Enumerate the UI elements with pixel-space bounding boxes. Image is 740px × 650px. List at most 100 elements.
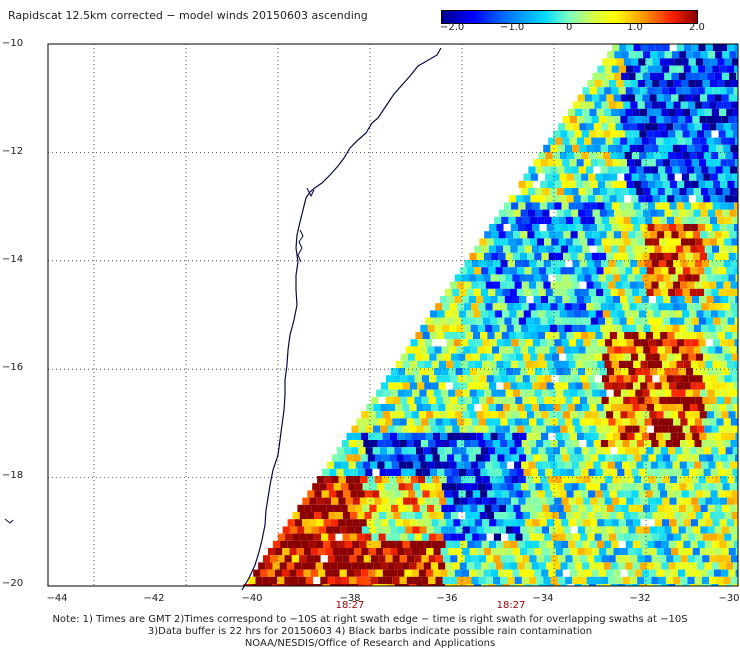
swath-cell <box>517 382 525 390</box>
swath-cell <box>621 526 629 534</box>
swath-cell <box>493 418 501 426</box>
swath-cell <box>482 497 490 505</box>
swath-cell <box>401 584 409 586</box>
swath-cell <box>588 195 596 203</box>
swath-cell <box>627 432 635 440</box>
swath-cell <box>640 224 648 232</box>
swath-cell <box>372 447 380 455</box>
swath-cell <box>581 447 589 455</box>
swath-cell <box>357 512 365 520</box>
swath-cell <box>596 288 604 296</box>
swath-cell <box>463 324 471 332</box>
swath-cell <box>706 159 714 167</box>
swath-cell <box>572 418 580 426</box>
swath-cell <box>716 260 724 268</box>
swath-cell <box>302 519 310 527</box>
swath-cell <box>630 260 638 268</box>
swath-cell <box>512 548 520 556</box>
swath-cell <box>713 137 721 145</box>
swath-cell <box>628 51 636 59</box>
swath-cell <box>722 324 730 332</box>
swath-cell <box>417 360 425 368</box>
swath-cell <box>481 425 489 433</box>
swath-cell <box>712 339 721 347</box>
swath-cell <box>574 562 583 570</box>
swath-cell <box>616 375 624 383</box>
swath-cell <box>611 540 619 548</box>
swath-cell <box>667 353 675 361</box>
swath-cell <box>538 267 546 275</box>
swath-cell <box>476 569 484 577</box>
swath-cell <box>515 375 523 383</box>
swath-cell <box>341 461 349 469</box>
swath-cell <box>718 425 726 433</box>
swath-cell <box>655 159 663 167</box>
swath-cell <box>577 432 585 440</box>
swath-cell <box>498 411 506 419</box>
swath-cell <box>679 209 687 217</box>
swath-cell <box>645 80 653 88</box>
swath-cell <box>710 512 718 520</box>
swath-cell <box>444 468 452 476</box>
swath-cell <box>723 281 731 289</box>
swath-cell <box>671 72 679 80</box>
swath-cell <box>561 202 569 210</box>
swath-cell <box>670 432 678 440</box>
swath-cell <box>593 440 601 448</box>
swath-cell <box>587 533 595 541</box>
swath-cell <box>591 432 599 440</box>
swath-cell <box>666 375 674 383</box>
swath-cell <box>715 504 723 512</box>
swath-cell <box>526 411 535 419</box>
swath-cell <box>378 512 387 520</box>
swath-cell <box>306 555 314 563</box>
swath-cell <box>555 454 563 462</box>
swath-cell <box>647 540 655 548</box>
swath-cell <box>466 288 474 296</box>
swath-cell <box>689 310 697 318</box>
swath-cell <box>332 548 340 556</box>
swath-cell <box>589 108 597 116</box>
swath-cell <box>411 454 419 462</box>
swath-cell <box>534 252 542 260</box>
swath-cell <box>640 382 648 390</box>
swath-cell <box>534 548 542 556</box>
swath-cell <box>709 555 717 563</box>
swath-cell <box>625 562 633 570</box>
swath-cell <box>515 512 523 520</box>
swath-cell <box>601 238 609 246</box>
swath-cell <box>559 490 567 498</box>
swath-cell <box>584 432 592 440</box>
swath-cell <box>565 396 573 404</box>
swath-cell <box>420 324 428 332</box>
swath-cell <box>400 396 408 404</box>
swath-cell <box>346 569 354 577</box>
swath-cell <box>712 224 720 232</box>
swath-cell <box>444 332 452 340</box>
swath-cell <box>420 440 429 448</box>
swath-cell <box>453 497 461 505</box>
swath-cell <box>643 51 651 59</box>
swath-cell <box>395 382 403 390</box>
swath-cell <box>332 569 340 577</box>
swath-cell <box>658 123 666 131</box>
swath-cell <box>555 569 563 577</box>
swath-cell <box>615 260 623 268</box>
swath-cell <box>711 288 719 296</box>
swath-cell <box>534 411 542 419</box>
swath-cell <box>583 202 591 210</box>
swath-cell <box>415 490 423 498</box>
swath-cell <box>431 404 439 412</box>
swath-cell <box>669 382 677 390</box>
swath-cell <box>385 396 393 404</box>
swath-cell <box>666 216 674 224</box>
swath-cell <box>590 317 598 325</box>
swath-cell <box>488 584 496 586</box>
swath-cell <box>384 483 392 491</box>
swath-cell <box>681 195 689 203</box>
swath-cell <box>416 540 425 548</box>
swath-cell <box>658 440 666 448</box>
swath-cell <box>554 180 562 188</box>
swath-cell <box>639 447 647 455</box>
swath-cell <box>624 288 633 296</box>
